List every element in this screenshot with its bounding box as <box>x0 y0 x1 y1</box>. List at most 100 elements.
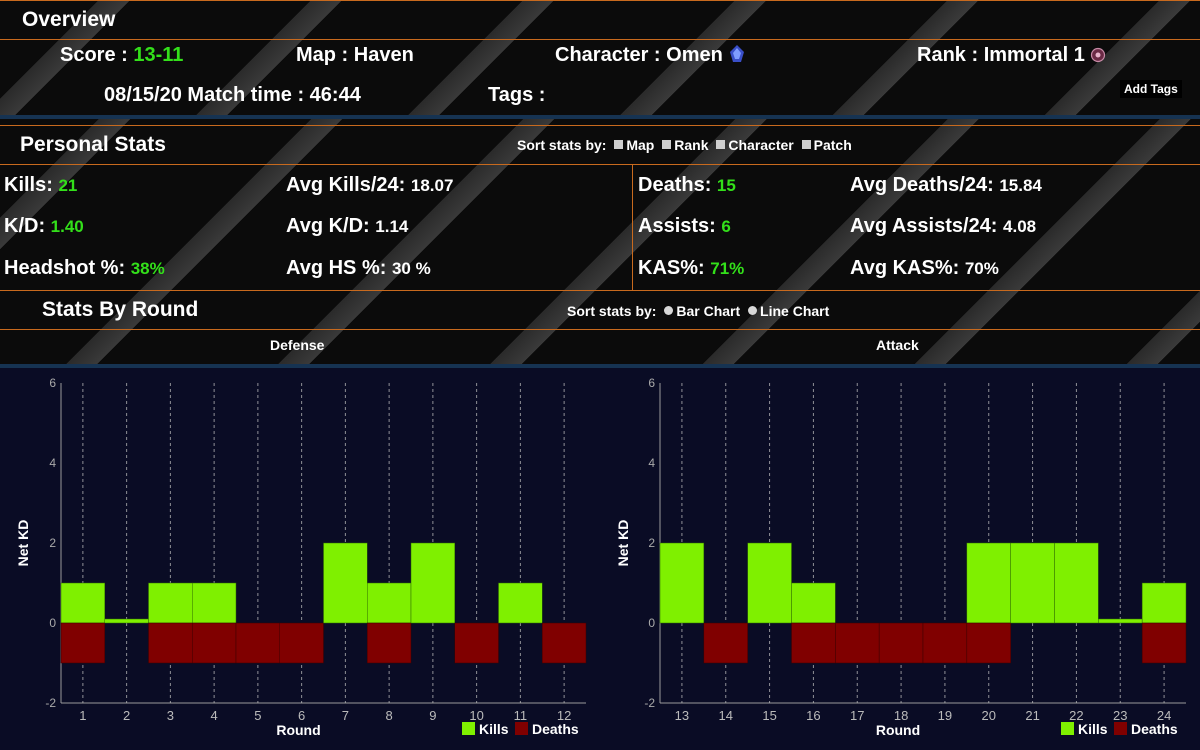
deaths-bar <box>703 622 748 664</box>
stat-value: 18.07 <box>410 176 454 195</box>
x-tick-label: 7 <box>342 708 349 723</box>
x-tick-label: 2 <box>123 708 130 723</box>
divider <box>0 125 1200 126</box>
stat-label: K/D: <box>4 215 46 237</box>
stat-value: 15 <box>716 176 736 195</box>
x-tick-label: 5 <box>254 708 261 723</box>
character-label: Character : <box>555 44 661 66</box>
kills-bar <box>1010 542 1055 624</box>
x-tick-label: 19 <box>938 708 952 723</box>
deaths-bar <box>542 622 587 664</box>
sort-option-patch[interactable]: Patch <box>813 137 852 153</box>
stat-kas: KAS%: 71% <box>638 257 744 280</box>
score-label: Score : <box>60 44 128 66</box>
x-tick-label: 15 <box>762 708 776 723</box>
kills-bar <box>104 618 149 624</box>
divider <box>0 0 1200 1</box>
legend-deaths-label: Deaths <box>1131 721 1178 737</box>
radio-bar-chart[interactable] <box>664 306 674 315</box>
rank-label: Rank : <box>917 44 979 66</box>
stat-label: Avg HS %: <box>286 257 387 279</box>
kills-bar <box>1054 542 1099 624</box>
x-tick-label: 23 <box>1113 708 1127 723</box>
deaths-bar <box>60 622 105 664</box>
personal-stats-title: Personal Stats <box>20 133 166 156</box>
x-tick-label: 18 <box>894 708 908 723</box>
kills-bar <box>747 542 792 624</box>
stat-value: 71% <box>710 259 745 278</box>
stat-label: KAS%: <box>638 257 705 279</box>
stats-column-divider <box>632 165 633 290</box>
deaths-bar <box>878 622 924 664</box>
sort-option-map[interactable]: Map <box>626 137 655 153</box>
stat-kd: K/D: 1.40 <box>4 215 84 238</box>
y-tick-label: 2 <box>49 536 56 550</box>
deaths-bar <box>835 622 880 664</box>
x-tick-label: 4 <box>211 708 218 723</box>
stat-label: Avg Deaths/24: <box>850 174 994 196</box>
kills-bar <box>192 582 237 624</box>
deaths-bar <box>367 622 412 664</box>
sort-option-rank[interactable]: Rank <box>674 137 709 153</box>
legend-deaths-swatch <box>1114 722 1127 735</box>
stat-label: Deaths: <box>638 174 712 196</box>
checkbox-patch[interactable] <box>801 140 811 149</box>
stat-avg-kas: Avg KAS%: 70% <box>850 257 999 280</box>
x-tick-label: 6 <box>298 708 305 723</box>
kills-bar <box>966 542 1011 624</box>
defense-label: Defense <box>270 337 325 353</box>
add-tags-button[interactable]: Add Tags <box>1120 80 1182 98</box>
option-line-chart[interactable]: Line Chart <box>760 303 830 319</box>
divider <box>0 39 1200 40</box>
deaths-bar <box>1141 622 1187 664</box>
map-label: Map : <box>296 44 349 66</box>
kills-bar <box>1141 582 1187 624</box>
stat-avg-assists: Avg Assists/24: 4.08 <box>850 215 1036 238</box>
stat-avg-hs: Avg HS %: 30 % <box>286 257 431 280</box>
stat-label: Kills: <box>4 174 53 196</box>
personal-stats-sort: Sort stats by: Map Rank Character Patch <box>517 137 852 153</box>
stat-label: Headshot %: <box>4 257 126 279</box>
stat-label: Assists: <box>638 215 716 237</box>
deaths-bar <box>235 622 280 664</box>
deaths-bar <box>279 622 324 664</box>
y-tick-label: -2 <box>644 696 655 710</box>
stat-avg-kills: Avg Kills/24: 18.07 <box>286 174 453 197</box>
kills-bar <box>659 542 705 624</box>
checkbox-map[interactable] <box>614 140 624 149</box>
stat-headshot: Headshot %: 38% <box>4 257 165 280</box>
x-tick-label: 20 <box>982 708 996 723</box>
stat-label: Avg KAS%: <box>850 257 960 279</box>
y-axis-title: Net KD <box>615 520 631 567</box>
x-axis-title: Round <box>876 722 920 738</box>
checkbox-rank[interactable] <box>662 140 672 149</box>
y-tick-label: 0 <box>49 616 56 630</box>
legend-kills-label: Kills <box>1078 721 1108 737</box>
option-bar-chart[interactable]: Bar Chart <box>676 303 741 319</box>
x-tick-label: 9 <box>429 708 436 723</box>
stat-value: 70% <box>964 259 999 278</box>
map-value: Haven <box>353 44 414 66</box>
divider <box>0 164 1200 165</box>
sort-label: Sort stats by: <box>517 137 607 153</box>
y-tick-label: 0 <box>648 616 655 630</box>
sort-option-character[interactable]: Character <box>728 137 794 153</box>
deaths-bar <box>966 622 1011 664</box>
divider <box>0 329 1200 330</box>
kills-bar <box>791 582 836 624</box>
score-value: 13-11 <box>133 44 184 66</box>
x-tick-label: 3 <box>167 708 174 723</box>
x-tick-label: 16 <box>806 708 820 723</box>
deaths-bar <box>922 622 968 664</box>
checkbox-character[interactable] <box>716 140 726 149</box>
character-value: Omen <box>666 44 723 66</box>
kills-bar <box>410 542 455 624</box>
y-tick-label: 6 <box>49 376 56 390</box>
attack-label: Attack <box>876 337 919 353</box>
character: Character : Omen <box>555 44 746 67</box>
kills-bar <box>367 582 412 624</box>
radio-line-chart[interactable] <box>748 306 758 315</box>
x-tick-label: 22 <box>1069 708 1083 723</box>
rank-badge-icon <box>1091 47 1106 63</box>
kills-bar <box>148 582 193 624</box>
